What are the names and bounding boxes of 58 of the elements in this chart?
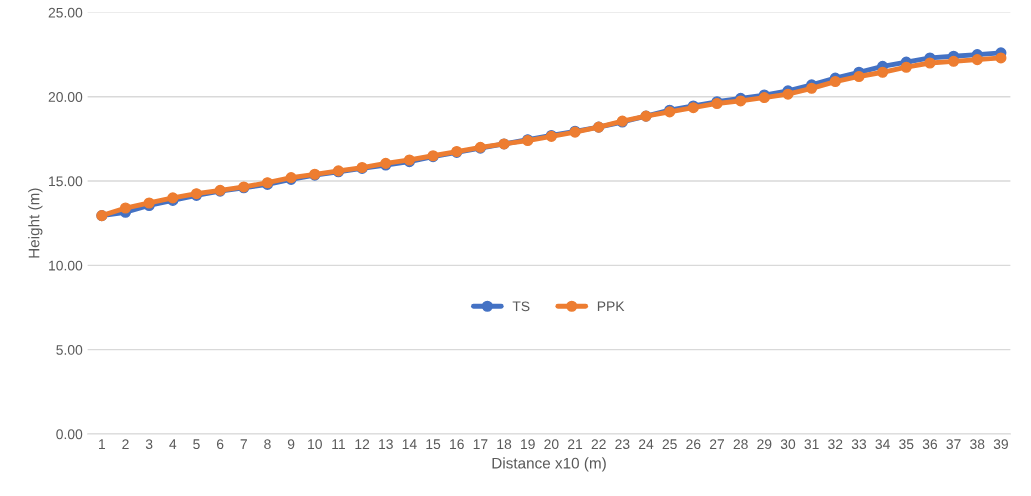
x-tick-label: 6 [216, 439, 224, 450]
point [119, 202, 132, 214]
point [877, 66, 889, 78]
x-tick-label: 35 [899, 439, 914, 450]
x-tick-label: 28 [733, 439, 748, 450]
x-tick-label: 4 [169, 439, 177, 449]
y-tick-label: 25.00 [48, 7, 83, 18]
x-tick-label: 7 [240, 439, 247, 449]
x-tick-label: 13 [379, 439, 393, 450]
point [971, 54, 983, 66]
x-tick-label: 1 [99, 439, 106, 449]
x-tick-label: 21 [568, 439, 583, 449]
x-tick-label: 39 [993, 439, 1008, 450]
x-tick-label: 30 [780, 439, 796, 450]
x-tick-label: 33 [851, 439, 867, 450]
y-tick-label: 20.00 [48, 92, 83, 102]
x-tick-label: 2 [122, 439, 129, 449]
x-tick-label: 16 [450, 439, 464, 450]
x-tick-label: 38 [970, 439, 985, 450]
point [900, 61, 912, 73]
x-tick-label: 8 [264, 439, 271, 450]
y-tick-label: 10.00 [49, 260, 83, 271]
x-tick-label: 20 [544, 439, 559, 450]
point [924, 57, 936, 69]
point [829, 75, 841, 88]
x-tick-label: 5 [193, 439, 200, 450]
x-tick-label: 18 [497, 439, 512, 450]
x-tick-label: 14 [402, 439, 417, 449]
x-tick-label: 12 [355, 439, 370, 449]
legend-label: TS [512, 301, 530, 312]
x-tick-label: 3 [145, 439, 153, 450]
point [948, 55, 960, 67]
legend-label: PPK [597, 301, 625, 312]
x-tick-label: 15 [426, 439, 441, 450]
x-tick-label: 11 [332, 439, 345, 449]
x-tick-label: 26 [686, 439, 701, 450]
point [853, 70, 865, 83]
point [995, 52, 1007, 64]
y-tick-label: 5.00 [56, 345, 83, 355]
x-tick-label: 27 [709, 439, 725, 449]
x-tick-label: 23 [615, 439, 630, 450]
y-axis-title: Height (m) [28, 188, 43, 258]
x-tick-label: 17 [473, 439, 488, 449]
x-tick-label: 10 [308, 439, 322, 450]
x-tick-label: 37 [946, 439, 961, 450]
x-tick-label: 34 [875, 439, 890, 450]
x-tick-label: 24 [638, 439, 654, 449]
x-axis-title: Distance x10 (m) [492, 457, 606, 472]
x-tick-label: 9 [287, 439, 295, 450]
y-tick-label: 0.00 [56, 429, 83, 440]
x-tick-label: 36 [922, 439, 938, 450]
y-tick-label: 15.00 [49, 176, 83, 187]
x-tick-label: 29 [757, 439, 772, 450]
x-tick-label: 19 [521, 439, 535, 450]
x-tick-label: 31 [804, 439, 819, 450]
x-tick-label: 32 [828, 439, 843, 450]
x-tick-label: 22 [591, 439, 606, 449]
x-tick-label: 25 [662, 439, 677, 450]
